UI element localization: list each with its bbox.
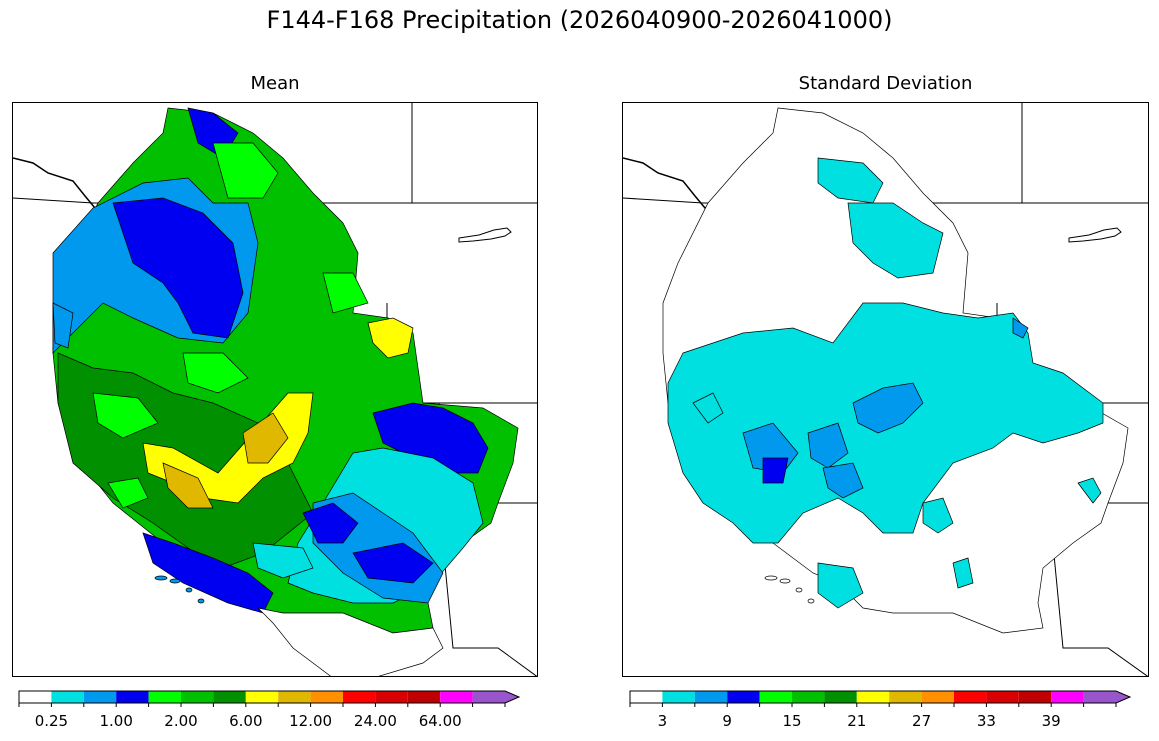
std-colorbar-segment	[727, 691, 760, 703]
std-colorbar-segment	[1083, 691, 1130, 703]
std-colorbar-segment	[662, 691, 695, 703]
std-colorbar-outline	[629, 690, 1132, 704]
std-colorbar-segment	[1051, 691, 1084, 703]
std-colorbar-segment	[694, 691, 728, 703]
std-tick-label: 27	[912, 712, 932, 730]
mean-tick-label: 0.25	[34, 712, 69, 730]
std-colorbar-segment	[630, 691, 663, 703]
std-precip-regions	[662, 107, 1129, 634]
std-colorbar-segment	[986, 691, 1019, 703]
mean-tick-label: 6.00	[229, 712, 263, 730]
mean-colorbar-segment	[148, 691, 181, 703]
figure-title: F144-F168 Precipitation (2026040900-2026…	[266, 6, 893, 34]
mean-colorbar-segment	[19, 691, 52, 703]
mean-tick-label: 64.00	[418, 712, 462, 730]
mean-colorbar-segment	[375, 691, 408, 703]
mean-colorbar-segment	[278, 691, 311, 703]
mean-no-precip-area	[256, 607, 444, 676]
mean-panel-title: Mean	[250, 73, 300, 94]
std-colorbar-segment	[824, 691, 857, 703]
std-colorbar-segment	[889, 691, 922, 703]
std-map	[622, 102, 1149, 677]
mean-tick-label: 12.00	[289, 712, 333, 730]
mean-map	[12, 102, 538, 677]
mean-colorbar	[18, 690, 521, 707]
mean-tick-label: 2.00	[164, 712, 198, 730]
mean-colorbar-segment	[343, 691, 376, 703]
mean-tick-label: 24.00	[353, 712, 397, 730]
mean-colorbar-segment	[116, 691, 149, 703]
mean-colorbar-segment	[181, 691, 214, 703]
std-tick-label: 3	[657, 712, 668, 730]
mean-colorbar-segment	[245, 691, 279, 703]
mean-colorbar-segment	[83, 691, 117, 703]
mean-colorbar-segment	[213, 691, 246, 703]
std-colorbar-segment	[954, 691, 987, 703]
mean-tick-label: 1.00	[99, 712, 133, 730]
std-colorbar-segment	[856, 691, 890, 703]
mean-colorbar-segment	[407, 691, 441, 703]
mean-colorbar-segment	[310, 691, 343, 703]
std-tick-label: 21	[847, 712, 867, 730]
std-islands	[764, 575, 815, 604]
std-tick-label: 33	[976, 712, 996, 730]
mean-precip-regions	[52, 107, 519, 634]
std-tick-label: 15	[782, 712, 802, 730]
mean-colorbar-outline	[18, 690, 521, 704]
std-tick-label: 39	[1041, 712, 1061, 730]
mean-islands	[154, 575, 205, 604]
mean-colorbar-segment	[472, 691, 519, 703]
mean-colorbar-segment	[51, 691, 84, 703]
mean-colorbar-segment	[440, 691, 473, 703]
std-tick-label: 9	[722, 712, 732, 730]
std-panel-title: Standard Deviation	[798, 73, 973, 94]
std-colorbar	[629, 690, 1132, 707]
std-colorbar-segment	[792, 691, 825, 703]
std-colorbar-segment	[921, 691, 954, 703]
std-colorbar-segment	[1018, 691, 1052, 703]
std-colorbar-segment	[759, 691, 792, 703]
mean-map-svg	[13, 103, 537, 676]
std-map-svg	[623, 103, 1148, 676]
